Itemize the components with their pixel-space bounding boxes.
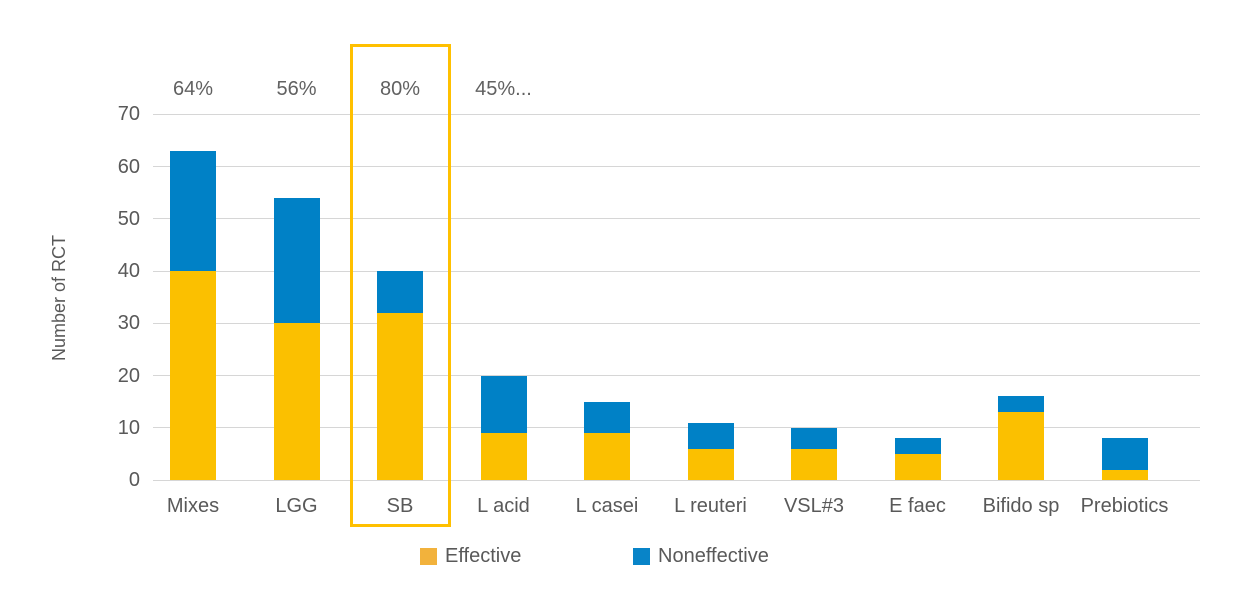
noneffective-legend-label: Noneffective [658,545,769,567]
bar-segment-noneffective-prebiotics [1101,438,1148,470]
y-axis-title: Number of RCT [49,234,69,362]
bar-segment-noneffective-e-faec [894,438,941,454]
y-tick-label-30: 30 [117,312,140,335]
gridline-60 [153,166,1200,168]
bar-segment-effective-mixes [170,271,216,480]
bar-segment-effective-l-acid [480,432,527,480]
bar-segment-effective-prebiotics [1101,469,1148,480]
bar-segment-effective-l-casei [584,432,630,480]
y-tick-label-70: 70 [117,103,140,126]
bar-segment-effective-sb [377,312,423,480]
noneffective-legend-swatch [633,548,650,565]
bar-segment-noneffective-sb [377,271,423,313]
y-tick-label-0: 0 [128,469,140,491]
category-label-bifido-sp: Bifido sp [982,495,1060,517]
category-label-l-acid: L acid [477,495,530,517]
category-label-l-reuteri: L reuteri [674,495,747,517]
bar-segment-noneffective-bifido-sp [998,396,1044,413]
category-label-l-casei: L casei [575,495,639,517]
y-tick-label-20: 20 [117,364,140,387]
gridline-30 [153,322,1200,324]
bar-segment-effective-vsl-3 [791,448,837,480]
category-label-sb: SB [386,495,414,517]
y-tick-label-60: 60 [117,155,140,178]
category-label-lgg: LGG [275,495,318,517]
gridline-10 [153,427,1200,429]
y-tick-label-40: 40 [117,260,140,283]
percent-label-l-acid: 45%... [475,78,532,100]
legend-item-effective: Effective [420,545,521,568]
bar-segment-noneffective-lgg [273,197,320,324]
gridline-0 [153,479,1200,481]
effective-legend-swatch [420,548,437,565]
bar-segment-effective-l-reuteri [687,448,734,480]
gridline-40 [153,270,1200,272]
category-label-e-faec: E faec [889,495,946,517]
bar-segment-noneffective-l-casei [584,401,630,433]
category-label-mixes: Mixes [166,495,220,517]
category-label-prebiotics: Prebiotics [1080,495,1169,517]
effective-legend-label: Effective [445,545,522,567]
bar-segment-effective-lgg [273,323,320,480]
bar-segment-noneffective-mixes [170,150,216,272]
bar-segment-effective-e-faec [894,453,941,480]
legend-item-noneffective: Noneffective [633,545,769,568]
y-tick-label-50: 50 [117,207,140,230]
gridline-50 [153,218,1200,220]
gridline-70 [153,113,1200,115]
category-label-vsl-3: VSL#3 [783,495,845,517]
bar-segment-noneffective-vsl-3 [791,427,837,449]
percent-label-mixes: 64% [172,78,214,100]
percent-label-sb: 80% [379,78,421,100]
bar-segment-effective-bifido-sp [998,412,1044,480]
highlight-box-sb [349,44,451,527]
bar-segment-noneffective-l-reuteri [687,422,734,449]
y-tick-label-10: 10 [117,416,140,439]
gridline-20 [153,375,1200,376]
percent-label-lgg: 56% [276,78,317,100]
bar-segment-noneffective-l-acid [480,375,527,433]
